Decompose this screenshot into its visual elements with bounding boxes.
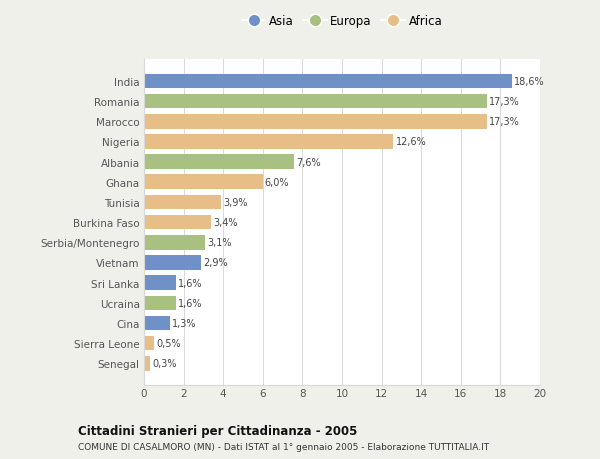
Legend: Asia, Europa, Africa: Asia, Europa, Africa — [237, 10, 447, 33]
Text: 7,6%: 7,6% — [296, 157, 321, 167]
Bar — [144, 215, 211, 230]
Bar — [144, 256, 202, 270]
Bar — [144, 235, 205, 250]
Text: 3,4%: 3,4% — [214, 218, 238, 228]
Bar — [144, 296, 176, 310]
Text: COMUNE DI CASALMORO (MN) - Dati ISTAT al 1° gennaio 2005 - Elaborazione TUTTITAL: COMUNE DI CASALMORO (MN) - Dati ISTAT al… — [78, 442, 489, 451]
Text: 1,6%: 1,6% — [178, 298, 202, 308]
Bar — [144, 175, 263, 190]
Bar — [144, 316, 170, 330]
Text: 18,6%: 18,6% — [514, 77, 545, 87]
Text: 12,6%: 12,6% — [395, 137, 426, 147]
Text: 1,3%: 1,3% — [172, 318, 196, 328]
Text: 3,1%: 3,1% — [208, 238, 232, 248]
Bar — [144, 195, 221, 210]
Text: 17,3%: 17,3% — [488, 117, 519, 127]
Bar — [144, 74, 512, 89]
Text: 1,6%: 1,6% — [178, 278, 202, 288]
Bar — [144, 336, 154, 351]
Bar — [144, 155, 295, 169]
Text: 0,5%: 0,5% — [156, 338, 181, 348]
Bar — [144, 135, 394, 149]
Text: Cittadini Stranieri per Cittadinanza - 2005: Cittadini Stranieri per Cittadinanza - 2… — [78, 425, 358, 437]
Bar — [144, 95, 487, 109]
Bar — [144, 115, 487, 129]
Text: 6,0%: 6,0% — [265, 177, 289, 187]
Bar — [144, 356, 150, 371]
Text: 0,3%: 0,3% — [152, 358, 176, 369]
Text: 3,9%: 3,9% — [223, 197, 248, 207]
Bar — [144, 276, 176, 290]
Text: 2,9%: 2,9% — [203, 258, 228, 268]
Text: 17,3%: 17,3% — [488, 97, 519, 107]
